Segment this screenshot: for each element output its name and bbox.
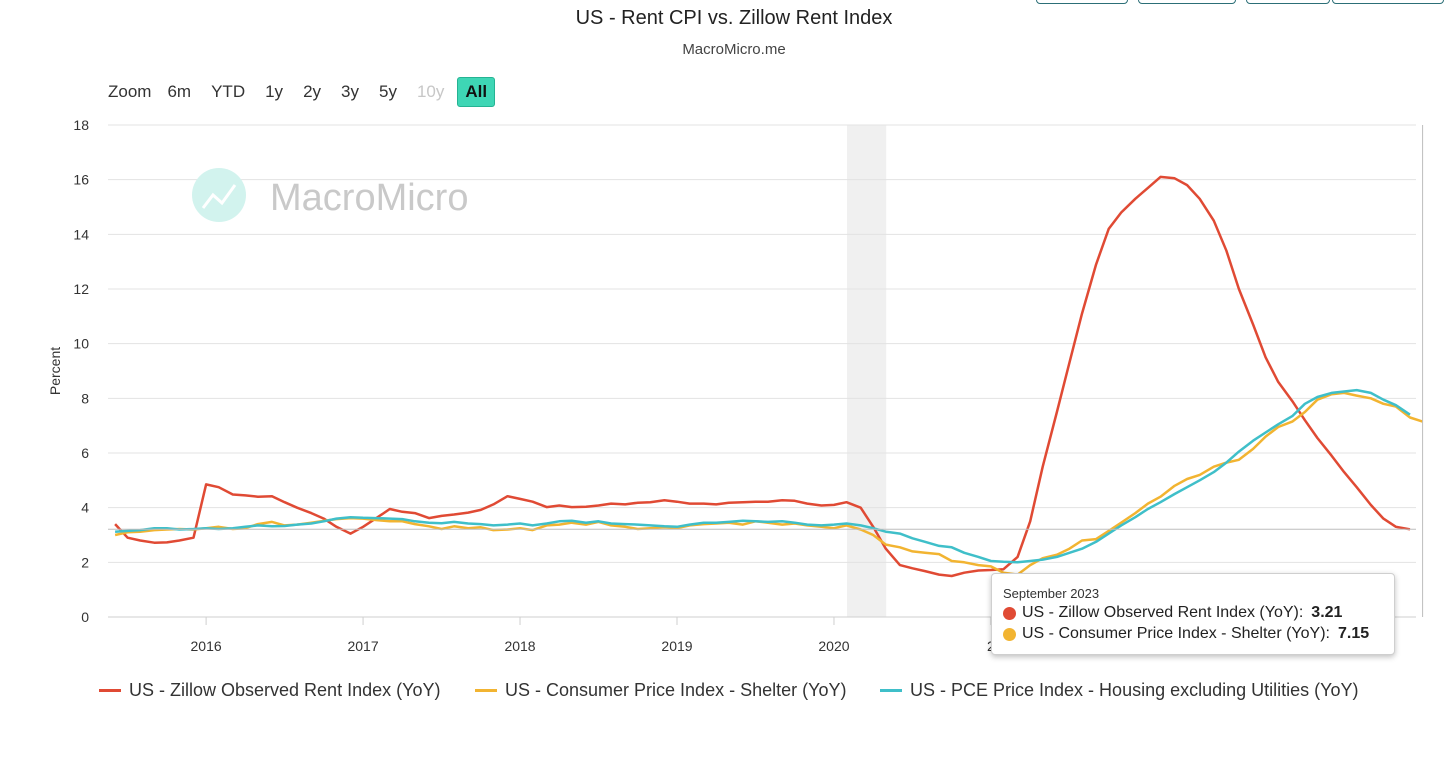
series-line-1[interactable] (114, 391, 1423, 576)
range-button-ytd[interactable]: YTD (211, 82, 246, 101)
y-tick-label: 16 (73, 172, 89, 188)
watermark: MacroMicro (192, 168, 468, 222)
tooltip-dot-icon (1003, 627, 1016, 641)
watermark-text: MacroMicro (270, 177, 468, 219)
tooltip-date: September 2023 (1003, 586, 1100, 601)
y-tick-label: 4 (81, 500, 89, 516)
zoom-label: Zoom (108, 82, 152, 101)
y-tick-label: 0 (81, 609, 89, 625)
range-button-10y: 10y (416, 82, 445, 101)
series-lines[interactable] (114, 175, 1423, 578)
chart-subtitle: MacroMicro.me (682, 41, 786, 58)
x-tick-label: 2018 (504, 638, 535, 654)
y-tick-label: 10 (73, 336, 89, 352)
x-tick-label: 2020 (818, 638, 849, 654)
gridlines (108, 124, 1416, 618)
range-button-3y[interactable]: 3y (341, 82, 359, 101)
range-button-6m[interactable]: 6m (167, 82, 192, 101)
y-axis-label: Percent (47, 347, 63, 395)
chart-title: US - Rent CPI vs. Zillow Rent Index (575, 7, 893, 29)
x-tick-label: 2017 (347, 638, 378, 654)
y-tick-label: 6 (81, 445, 89, 461)
top-tab-strip (1036, 0, 1446, 6)
y-tick-label: 18 (73, 117, 89, 133)
tooltip-row-zillow: US - Zillow Observed Rent Index (YoY): 3… (1003, 604, 1342, 622)
y-tick-label: 8 (81, 390, 89, 406)
tooltip-row-cpi-shelter: US - Consumer Price Index - Shelter (YoY… (1003, 625, 1369, 643)
legend-label: US - PCE Price Index - Housing excluding… (910, 680, 1359, 700)
legend-label: US - Consumer Price Index - Shelter (YoY… (505, 680, 847, 700)
x-tick-label: 2016 (191, 638, 222, 654)
legend-item-cpi-shelter[interactable]: US - Consumer Price Index - Shelter (YoY… (475, 680, 846, 701)
series-line-0[interactable] (114, 175, 1411, 578)
series-line-2[interactable] (115, 388, 1411, 564)
tooltip-series-label: US - Zillow Observed Rent Index (YoY): (1022, 604, 1304, 621)
range-button-2y[interactable]: 2y (303, 82, 322, 101)
chart-legend: US - Zillow Observed Rent Index (YoY) US… (0, 680, 1456, 708)
watermark-logo-icon (192, 168, 246, 222)
legend-label: US - Zillow Observed Rent Index (YoY) (129, 680, 441, 700)
chart-tooltip: September 2023 US - Zillow Observed Rent… (991, 573, 1395, 655)
plot-background (846, 125, 887, 617)
watermark-logo-mark (201, 184, 237, 209)
legend-swatch-icon (99, 689, 121, 692)
y-tick-label: 14 (73, 226, 89, 242)
legend-item-pce-housing[interactable]: US - PCE Price Index - Housing excluding… (880, 680, 1359, 701)
y-tick-label: 12 (73, 281, 89, 297)
range-selector: Zoom 6m YTD 1y 2y 3y 5y 10y All (102, 76, 498, 108)
tooltip-value: 7.15 (1337, 625, 1370, 642)
line-chart[interactable]: MacroMicro 0 2 4 6 8 10 12 14 16 18 2016 2017 2018 2… (0, 0, 1456, 680)
tooltip-value: 3.21 (1311, 604, 1343, 621)
range-button-5y[interactable]: 5y (379, 82, 397, 101)
y-tick-label: 2 (81, 554, 89, 570)
range-button-all[interactable]: All (457, 77, 496, 107)
tooltip-series-label: US - Consumer Price Index - Shelter (YoY… (1022, 625, 1330, 642)
recession-band (846, 125, 887, 617)
hover-markers (108, 125, 1424, 617)
legend-item-zillow[interactable]: US - Zillow Observed Rent Index (YoY) (99, 680, 440, 701)
legend-swatch-icon (880, 689, 902, 692)
tooltip-dot-icon (1003, 606, 1016, 620)
legend-swatch-icon (475, 689, 497, 692)
range-button-1y[interactable]: 1y (265, 82, 284, 101)
y-axis: 0 2 4 6 8 10 12 14 16 18 (73, 117, 89, 625)
x-tick-label: 2019 (661, 638, 692, 654)
